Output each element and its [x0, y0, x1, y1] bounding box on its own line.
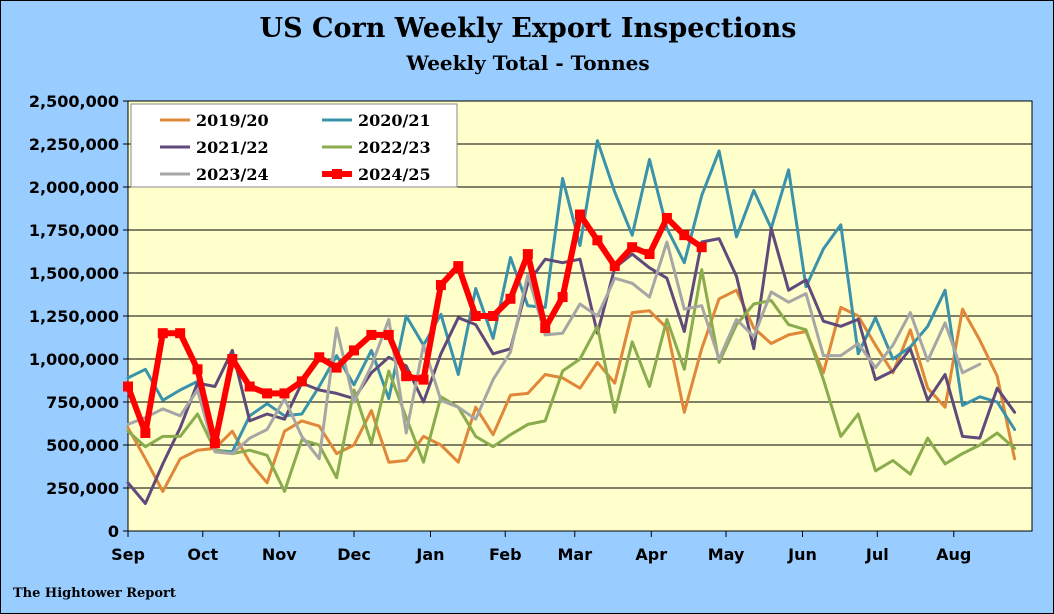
- data-point-2024-25: [696, 242, 707, 253]
- data-point-2024-25: [435, 280, 446, 291]
- data-point-2024-25: [679, 230, 690, 241]
- data-point-2024-25: [401, 371, 412, 382]
- data-point-2024-25: [279, 388, 290, 399]
- data-point-2024-25: [575, 209, 585, 220]
- data-point-2024-25: [331, 362, 342, 373]
- data-point-2024-25: [609, 261, 620, 272]
- y-tick-label: 2,500,000: [29, 92, 119, 111]
- x-tick-label: Nov: [262, 545, 297, 564]
- source-credit: The Hightower Report: [13, 586, 176, 601]
- x-tick-label: Oct: [187, 545, 218, 564]
- x-tick-label: Jul: [865, 545, 889, 564]
- legend-label: 2021/22: [196, 138, 269, 157]
- legend-label: 2024/25: [358, 165, 431, 184]
- data-point-2024-25: [488, 311, 499, 321]
- data-point-2024-25: [209, 438, 220, 449]
- data-point-2024-25: [557, 292, 568, 303]
- x-tick-label: Feb: [489, 545, 522, 564]
- chart-subtitle: Weekly Total - Tonnes: [406, 51, 650, 75]
- chart-title: US Corn Weekly Export Inspections: [259, 13, 797, 44]
- data-point-2024-25: [470, 311, 481, 321]
- data-point-2024-25: [418, 374, 429, 385]
- data-point-2024-25: [314, 352, 325, 363]
- y-tick-label: 1,750,000: [29, 221, 119, 240]
- x-axis: Sep Oct Nov Dec Jan Feb Mar Apr May Jun Jul Aug: [111, 531, 971, 564]
- legend: 2019/20 2020/21 2021/22 2022/23 2023/24 2024/…: [130, 103, 458, 188]
- y-tick-label: 0: [108, 522, 119, 541]
- series-line-2023-24: [126, 240, 982, 461]
- legend-marker: [332, 169, 342, 179]
- legend-label: 2023/24: [196, 165, 269, 184]
- data-point-2024-25: [661, 212, 672, 223]
- x-tick-label: Sep: [111, 545, 145, 564]
- data-point-2024-25: [192, 364, 203, 375]
- data-point-2024-25: [522, 249, 533, 260]
- y-tick-label: 2,250,000: [29, 135, 119, 154]
- data-point-2024-25: [175, 328, 186, 339]
- x-tick-label: Aug: [936, 545, 971, 564]
- series-layer: [123, 139, 1017, 505]
- data-point-2024-25: [453, 261, 464, 272]
- y-tick-label: 2,000,000: [29, 178, 119, 197]
- y-tick-label: 1,250,000: [29, 307, 119, 326]
- data-point-2024-25: [505, 293, 516, 304]
- data-point-2024-25: [227, 354, 238, 364]
- series-line-2020-21: [126, 139, 1017, 454]
- x-tick-label: Mar: [557, 545, 592, 564]
- x-tick-label: Dec: [337, 545, 371, 564]
- data-point-2024-25: [540, 323, 551, 334]
- data-point-2024-25: [262, 388, 273, 399]
- series-line-2019-20: [126, 288, 1017, 493]
- data-point-2024-25: [157, 328, 168, 339]
- x-tick-label: Jan: [415, 545, 444, 564]
- x-tick-label: May: [708, 545, 745, 564]
- data-point-2024-25: [366, 329, 377, 340]
- y-tick-label: 500,000: [46, 436, 119, 455]
- x-tick-label: Jun: [787, 545, 817, 564]
- x-tick-label: Apr: [635, 545, 667, 564]
- data-point-2024-25: [123, 381, 133, 392]
- y-tick-label: 1,500,000: [29, 264, 119, 283]
- series-line-2024-25: [125, 211, 705, 447]
- data-point-2024-25: [296, 376, 307, 387]
- legend-label: 2022/23: [358, 138, 431, 157]
- legend-label: 2019/20: [196, 111, 269, 130]
- y-axis: 0 250,000 500,000 750,000 1,000,000 1,250,000…: [29, 92, 128, 541]
- data-point-2024-25: [349, 345, 359, 356]
- data-point-2024-25: [383, 329, 394, 340]
- data-point-2024-25: [644, 249, 655, 260]
- data-point-2024-25: [592, 235, 603, 246]
- data-point-2024-25: [140, 427, 151, 438]
- y-tick-label: 750,000: [46, 393, 119, 412]
- data-point-2024-25: [627, 242, 638, 253]
- legend-label: 2020/21: [358, 111, 431, 130]
- y-tick-label: 250,000: [46, 479, 119, 498]
- y-tick-label: 1,000,000: [29, 350, 119, 369]
- data-point-2024-25: [244, 381, 255, 392]
- series-line-2022-23: [126, 268, 1017, 493]
